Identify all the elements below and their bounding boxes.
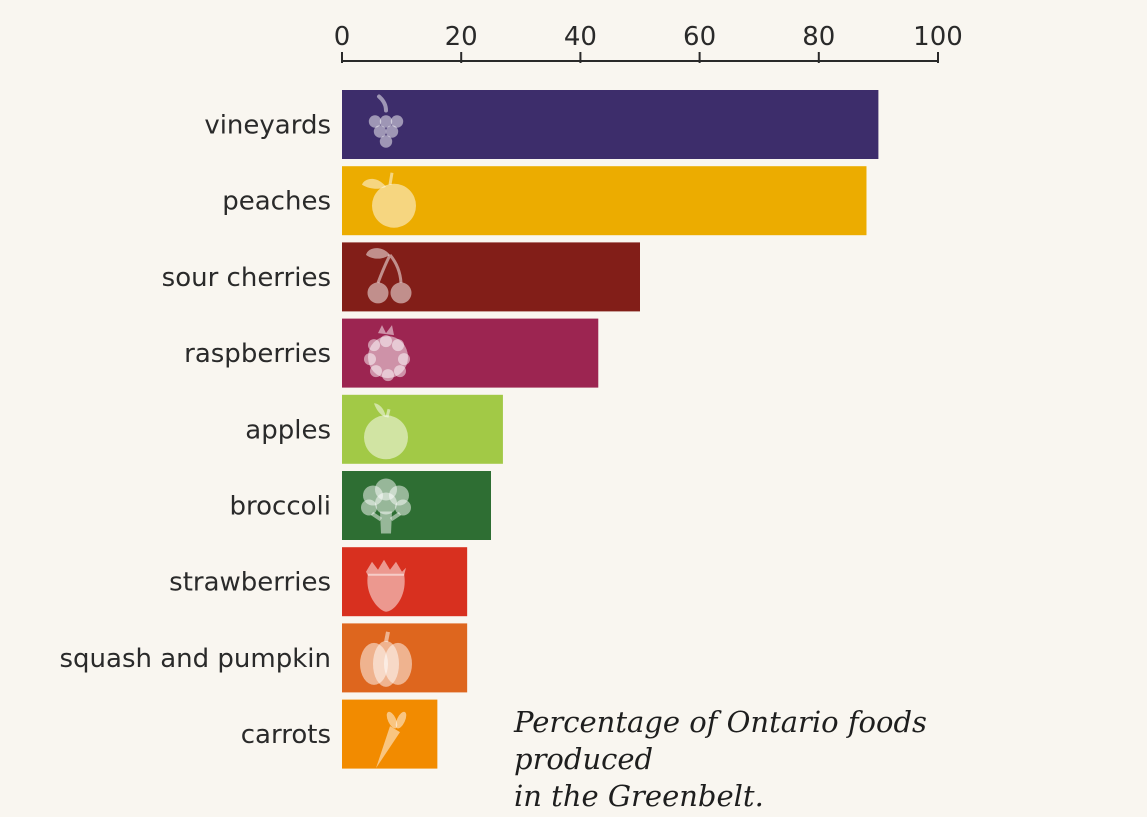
category-label: broccoli [230,492,331,522]
cherries-icon [366,248,412,304]
x-tick-label: 100 [913,22,963,52]
caption-line-2: in the Greenbelt. [514,779,764,813]
bar-peaches [342,166,867,236]
bars-group [342,90,879,769]
bar-vineyards [342,90,879,159]
raspberry-icon [364,325,410,382]
broccoli-icon [361,478,411,534]
x-tick-label: 20 [445,22,478,52]
bar-sour-cherries [342,242,640,312]
chart-caption: Percentage of Ontario foods produced in … [514,704,1074,815]
x-axis: 0 20 40 60 80 100 [334,22,963,63]
category-label: peaches [222,187,331,217]
carrot-icon [376,711,407,769]
category-label: strawberries [169,568,331,598]
category-labels: vineyards peaches sour cherries raspberries… [59,111,331,751]
category-label: raspberries [184,339,331,369]
bar-icons [360,94,416,769]
x-tick-label: 40 [564,22,597,52]
strawberry-icon [366,559,406,612]
peach-icon [362,172,416,228]
category-label: apples [245,415,331,445]
category-label: squash and pumpkin [59,644,331,674]
x-tick-label: 0 [334,22,351,52]
caption-line-1: Percentage of Ontario foods produced [514,705,927,776]
category-label: vineyards [204,111,331,141]
x-tick-label: 80 [802,22,835,52]
category-label: carrots [241,720,331,750]
x-tick-label: 60 [683,22,716,52]
category-label: sour cherries [162,263,331,293]
pumpkin-icon [360,631,412,687]
grapes-icon [368,94,404,148]
apple-icon [364,403,408,460]
